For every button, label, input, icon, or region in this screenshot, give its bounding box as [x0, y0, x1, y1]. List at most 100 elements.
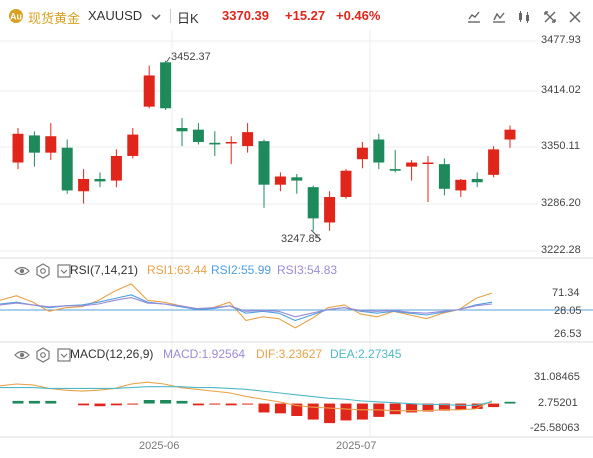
- macd-histogram-bar: [307, 403, 319, 420]
- candle-body: [28, 135, 40, 153]
- candle-body: [340, 170, 352, 198]
- macd-histogram-bar: [78, 403, 90, 406]
- collapse-icon[interactable]: [56, 347, 72, 363]
- macd-value: MACD:1.92564: [163, 347, 246, 361]
- rsi2-value: RSI2:55.99: [211, 263, 272, 277]
- candle-body: [12, 133, 24, 163]
- macd-histogram-bar: [291, 403, 303, 416]
- candle-body: [307, 187, 319, 219]
- macd-histogram-bar: [160, 400, 172, 404]
- date-label-jul: 2025-07: [336, 440, 377, 452]
- macd-line-dea: [0, 386, 493, 406]
- eye-icon[interactable]: [14, 263, 30, 279]
- rsi-tick-1: 71.34: [552, 287, 580, 299]
- macd-histogram-bar: [274, 403, 286, 414]
- rsi-tick-3: 26.53: [554, 328, 582, 340]
- candle-body: [192, 129, 204, 142]
- candle-body: [209, 142, 221, 145]
- macd-histogram-bar: [438, 403, 450, 411]
- candle-body: [373, 139, 385, 163]
- candle-body: [94, 178, 106, 182]
- collapse-icon[interactable]: [56, 263, 72, 279]
- candle-body: [176, 128, 188, 132]
- macd-histogram-bar: [143, 400, 155, 404]
- chart-header: Au 现货黄金 XAUUSD 日K 3370.39 +15.27 +0.46%: [0, 0, 593, 30]
- candle-body: [258, 141, 270, 185]
- rsi3-value: RSI3:54.83: [277, 263, 338, 277]
- dea-value: DEA:2.27345: [330, 347, 402, 361]
- macd-histogram-bar: [471, 403, 483, 409]
- candle-body: [274, 176, 286, 185]
- macd-tick-3: -25.58063: [530, 422, 580, 434]
- candle-body: [324, 197, 336, 223]
- candle-body: [242, 132, 254, 147]
- rsi-header: RSI(7,14,21) RSI1:63.44 RSI2:55.99 RSI3:…: [0, 263, 540, 279]
- macd-histogram-bar: [258, 403, 270, 413]
- candle-type-icon[interactable]: [516, 9, 532, 25]
- macd-histogram-bar: [209, 403, 221, 405]
- candle-body: [61, 147, 73, 191]
- macd-histogram-bar: [110, 403, 122, 406]
- rsi-line-rsi2: [0, 294, 493, 322]
- low-annotation: 3247.85: [281, 233, 321, 245]
- candle-body: [291, 177, 303, 181]
- macd-tick-1: 31.08465: [534, 371, 580, 383]
- chevron-down-icon[interactable]: [148, 9, 164, 25]
- candle-body: [127, 134, 139, 156]
- fullscreen-icon[interactable]: [542, 9, 558, 25]
- macd-histogram-bar: [340, 403, 352, 421]
- candle-body: [455, 179, 467, 191]
- rsi-label: RSI(7,14,21): [70, 263, 139, 277]
- candle-body: [143, 75, 155, 107]
- candle-body: [504, 129, 516, 140]
- price-tick-2: 3414.02: [541, 84, 581, 96]
- macd-histogram-bar: [12, 400, 24, 404]
- macd-label: MACD(12,26,9): [70, 347, 154, 361]
- period-selector[interactable]: 日K: [177, 11, 199, 26]
- symbol-code[interactable]: XAUUSD: [88, 8, 143, 23]
- macd-histogram-bar: [192, 403, 204, 406]
- macd-histogram-bar: [406, 403, 418, 413]
- candle-body: [110, 155, 122, 181]
- macd-histogram-bar: [422, 403, 434, 412]
- candle-body: [160, 62, 172, 109]
- macd-histogram-bar: [504, 401, 516, 404]
- price-change: +15.27: [285, 8, 326, 23]
- gold-icon: Au: [9, 9, 23, 23]
- rsi-line-rsi1: [0, 283, 493, 329]
- date-label-jun: 2025-06: [139, 440, 180, 452]
- svg-text:Au: Au: [10, 12, 22, 22]
- macd-histogram-bar: [28, 400, 40, 404]
- macd-header: MACD(12,26,9) MACD:1.92564 DIF:3.23627 D…: [0, 347, 540, 363]
- macd-histogram-bar: [324, 403, 336, 424]
- macd-tick-2: 2.75201: [538, 397, 578, 409]
- macd-line-dif: [0, 381, 493, 412]
- dif-value: DIF:3.23627: [256, 347, 323, 361]
- close-icon[interactable]: [567, 9, 583, 25]
- price-tick-3: 3350.11: [541, 140, 580, 152]
- candle-body: [438, 164, 450, 189]
- candle-body: [356, 147, 368, 160]
- macd-histogram-bar: [242, 403, 254, 405]
- macd-histogram-bar: [225, 403, 237, 406]
- gear-icon[interactable]: [35, 347, 51, 363]
- eye-icon[interactable]: [14, 347, 30, 363]
- candle-body: [471, 178, 483, 183]
- high-leader: [166, 56, 171, 63]
- macd-histogram-bar: [176, 400, 188, 404]
- macd-histogram-bar: [356, 403, 368, 420]
- candle-body: [422, 162, 434, 165]
- symbol-name[interactable]: 现货黄金: [28, 11, 81, 26]
- last-price: 3370.39: [222, 8, 269, 23]
- high-annotation: 3452.37: [171, 51, 211, 63]
- low-leader: [310, 229, 322, 241]
- price-tick-5: 3222.28: [541, 244, 581, 256]
- gear-icon[interactable]: [35, 263, 51, 279]
- candle-body: [78, 178, 90, 192]
- candle-body: [45, 136, 57, 153]
- price-change-pct: +0.46%: [336, 8, 381, 23]
- macd-histogram-bar: [455, 403, 467, 410]
- indicator-icon[interactable]: [491, 9, 507, 25]
- draw-line-icon[interactable]: [466, 9, 482, 25]
